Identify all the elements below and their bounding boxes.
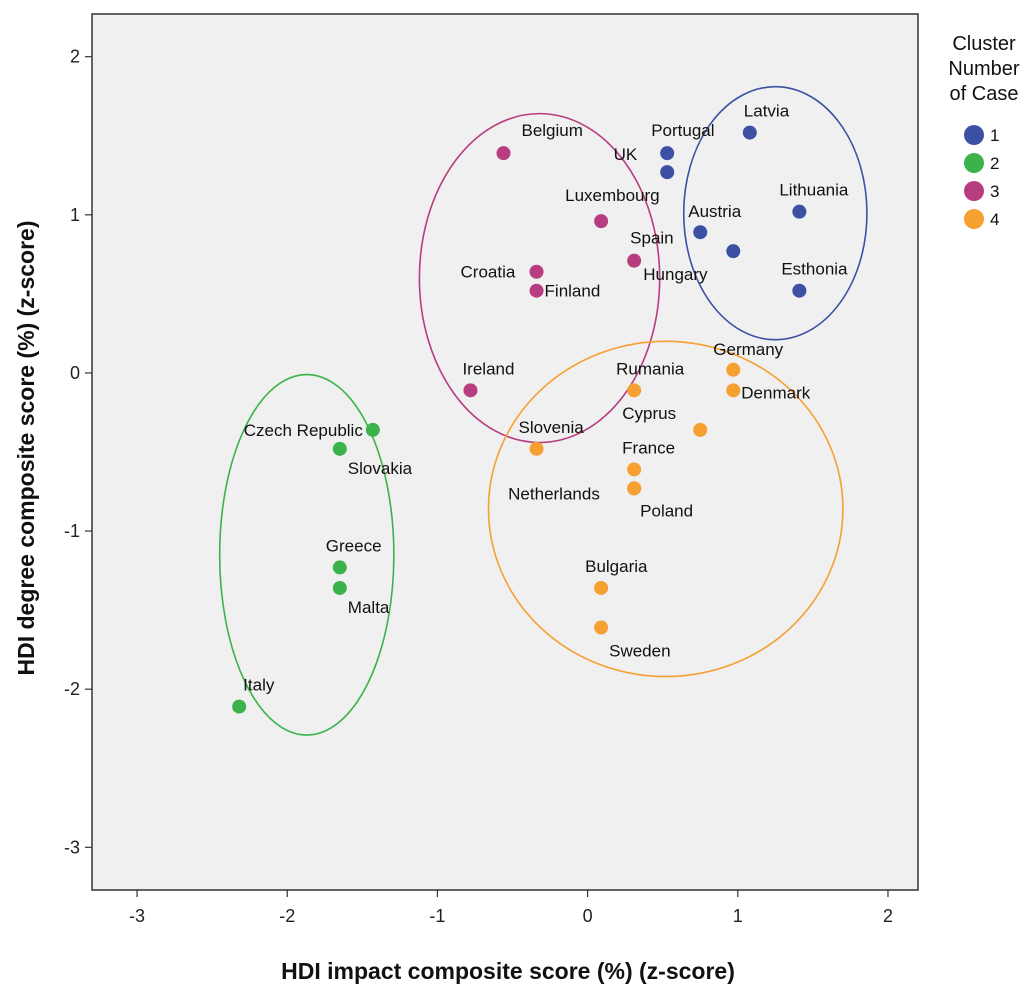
point-label: Portugal bbox=[651, 121, 714, 140]
legend-title: Cluster bbox=[952, 33, 1016, 55]
point-label: Luxembourg bbox=[565, 186, 660, 205]
point-label: Rumania bbox=[616, 359, 685, 378]
legend-swatch-1 bbox=[964, 125, 984, 145]
point-label: Bulgaria bbox=[585, 557, 648, 576]
point-label: Denmark bbox=[741, 383, 810, 402]
point-greece bbox=[332, 560, 347, 575]
point-esthonia bbox=[792, 283, 807, 298]
data-points bbox=[232, 125, 807, 714]
point-slovenia bbox=[529, 441, 544, 456]
point-latvia bbox=[742, 125, 757, 140]
cluster-3-ellipse bbox=[418, 112, 661, 444]
cluster-2-ellipse bbox=[218, 373, 395, 736]
x-tick-label: -1 bbox=[429, 906, 445, 926]
point-belgium bbox=[496, 146, 511, 161]
point-italy bbox=[232, 699, 247, 714]
legend-title: Number bbox=[948, 58, 1019, 80]
point-czech-republic bbox=[365, 422, 380, 437]
point-label: Germany bbox=[713, 340, 783, 359]
point-poland bbox=[627, 481, 642, 496]
point-lithuania bbox=[792, 204, 807, 219]
cluster-1-ellipse bbox=[682, 85, 868, 341]
point-croatia bbox=[529, 264, 544, 279]
y-tick-label: -1 bbox=[64, 521, 80, 541]
point-germany bbox=[726, 362, 741, 377]
point-label: Spain bbox=[630, 229, 673, 248]
axes: -3 -2 -1 0 1 2 -3 -2 -1 0 1 2 bbox=[64, 47, 893, 926]
x-tick-label: 2 bbox=[883, 906, 893, 926]
point-label: Austria bbox=[688, 202, 741, 221]
x-tick-label: -3 bbox=[129, 906, 145, 926]
legend: Cluster Number of Case 1 2 3 4 bbox=[948, 33, 1020, 229]
legend-label: 2 bbox=[990, 154, 999, 173]
point-label: Slovenia bbox=[519, 418, 585, 437]
y-tick-label: -3 bbox=[64, 837, 80, 857]
y-tick-label: -2 bbox=[64, 679, 80, 699]
legend-label: 1 bbox=[990, 126, 999, 145]
point-france bbox=[627, 462, 642, 477]
x-tick-label: 0 bbox=[583, 906, 593, 926]
point-label: Ireland bbox=[462, 359, 514, 378]
point-label: Malta bbox=[348, 598, 390, 617]
legend-swatch-4 bbox=[964, 209, 984, 229]
x-tick-label: 1 bbox=[733, 906, 743, 926]
legend-title: of Case bbox=[950, 83, 1019, 105]
point-cyprus bbox=[693, 422, 708, 437]
y-axis-title: HDI degree composite score (%) (z-score) bbox=[13, 220, 39, 675]
point-finland bbox=[529, 283, 544, 298]
point-label: Croatia bbox=[461, 263, 516, 282]
point-malta bbox=[332, 580, 347, 595]
point-label: Czech Republic bbox=[244, 421, 364, 440]
legend-swatch-3 bbox=[964, 181, 984, 201]
point-rumania bbox=[627, 383, 642, 398]
point-spain bbox=[627, 253, 642, 268]
plot-area bbox=[91, 13, 919, 891]
legend-swatch-2 bbox=[964, 153, 984, 173]
y-tick-label: 0 bbox=[70, 363, 80, 383]
point-ireland bbox=[463, 383, 478, 398]
point-luxembourg bbox=[594, 214, 609, 229]
cluster-ellipses bbox=[218, 85, 868, 736]
point-labels: Latvia Portugal UK Lithuania Austria Hungary E… bbox=[243, 102, 849, 695]
point-uk bbox=[660, 165, 675, 180]
point-label: Belgium bbox=[521, 121, 582, 140]
legend-label: 3 bbox=[990, 182, 999, 201]
x-axis-title: HDI impact composite score (%) (z-score) bbox=[281, 958, 735, 984]
cluster-4-ellipse bbox=[487, 340, 844, 678]
legend-label: 4 bbox=[990, 210, 999, 229]
point-austria bbox=[693, 225, 708, 240]
point-label: Poland bbox=[640, 501, 693, 520]
point-label: Esthonia bbox=[781, 260, 848, 279]
point-label: Italy bbox=[243, 676, 275, 695]
x-tick-label: -2 bbox=[279, 906, 295, 926]
point-label: Latvia bbox=[744, 102, 790, 121]
point-portugal bbox=[660, 146, 675, 161]
point-label: Netherlands bbox=[508, 484, 600, 503]
point-slovakia bbox=[332, 441, 347, 456]
point-bulgaria bbox=[594, 580, 609, 595]
point-denmark bbox=[726, 383, 741, 398]
point-label: Sweden bbox=[609, 642, 670, 661]
point-label: Hungary bbox=[643, 265, 708, 284]
point-label: Finland bbox=[545, 282, 601, 301]
point-label: Greece bbox=[326, 536, 382, 555]
point-label: UK bbox=[614, 145, 638, 164]
point-label: Slovakia bbox=[348, 459, 413, 478]
y-tick-label: 1 bbox=[70, 205, 80, 225]
point-label: Cyprus bbox=[622, 404, 676, 423]
point-sweden bbox=[594, 620, 609, 635]
point-label: Lithuania bbox=[779, 181, 849, 200]
y-tick-label: 2 bbox=[70, 47, 80, 67]
point-hungary bbox=[726, 244, 741, 259]
point-label: France bbox=[622, 438, 675, 457]
